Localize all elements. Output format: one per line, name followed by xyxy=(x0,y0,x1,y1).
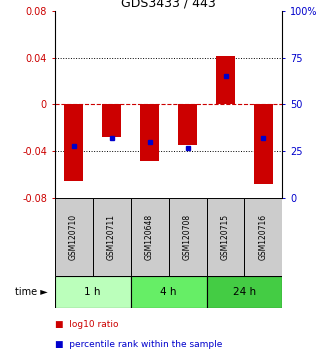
Text: GSM120715: GSM120715 xyxy=(221,214,230,260)
Bar xyxy=(55,198,92,276)
Bar xyxy=(206,198,245,276)
Bar xyxy=(92,198,131,276)
Bar xyxy=(169,198,206,276)
Text: ■  percentile rank within the sample: ■ percentile rank within the sample xyxy=(55,341,222,349)
Text: ■  log10 ratio: ■ log10 ratio xyxy=(55,320,118,329)
Bar xyxy=(254,104,273,184)
Text: GSM120648: GSM120648 xyxy=(145,214,154,260)
Bar xyxy=(64,104,83,181)
Bar xyxy=(178,104,197,145)
Text: GSM120716: GSM120716 xyxy=(259,214,268,260)
Text: GSM120711: GSM120711 xyxy=(107,214,116,260)
Bar xyxy=(55,276,131,308)
Bar xyxy=(102,104,121,137)
Bar xyxy=(131,198,169,276)
Text: GSM120708: GSM120708 xyxy=(183,214,192,260)
Bar xyxy=(245,198,282,276)
Title: GDS3433 / 443: GDS3433 / 443 xyxy=(121,0,216,10)
Text: 1 h: 1 h xyxy=(84,287,101,297)
Text: time ►: time ► xyxy=(15,287,48,297)
Bar xyxy=(131,276,206,308)
Text: GSM120710: GSM120710 xyxy=(69,214,78,260)
Text: 24 h: 24 h xyxy=(233,287,256,297)
Bar xyxy=(140,104,159,161)
Bar xyxy=(206,276,282,308)
Text: 4 h: 4 h xyxy=(160,287,177,297)
Bar xyxy=(216,56,235,104)
